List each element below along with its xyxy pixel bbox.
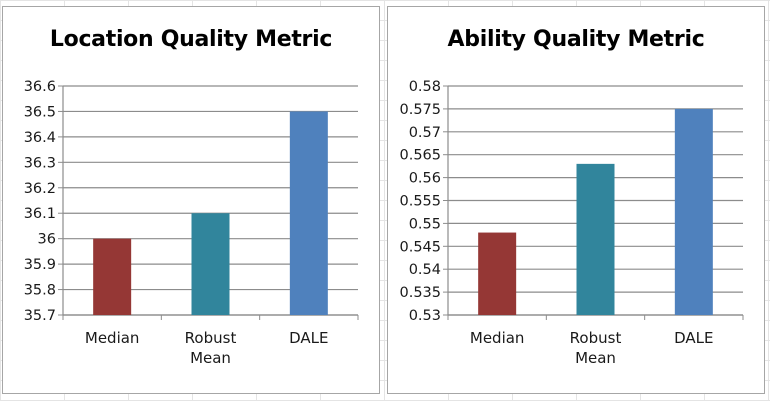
bar-robust-mean xyxy=(576,163,615,315)
x-category-label: DALE xyxy=(289,329,328,347)
chart-title: Location Quality Metric xyxy=(49,27,333,52)
x-category-label: Robust xyxy=(570,329,622,347)
bar-dale xyxy=(289,111,328,315)
y-tick-label: 36 xyxy=(38,232,56,248)
y-tick-label: 0.575 xyxy=(399,102,441,118)
y-tick-label: 35.7 xyxy=(24,308,56,324)
x-category-label: Median xyxy=(470,329,525,347)
bar-median xyxy=(478,232,517,315)
x-category-label: Robust xyxy=(185,329,237,347)
x-category-label: Median xyxy=(85,329,140,347)
y-tick-label: 36.5 xyxy=(24,104,56,120)
x-category-label: Mean xyxy=(575,349,616,367)
ability-plot-area: 0.53 0.535 0.54 0.545 0.55 0.555 0.56 0.565 0.57… xyxy=(399,79,744,367)
location-quality-chart[interactable]: Location Quality Metric 35.7 35.8 35.9 36 36… xyxy=(2,6,380,394)
y-tick-label: 36.3 xyxy=(24,155,56,171)
y-tick-label: 0.56 xyxy=(409,171,441,187)
x-category-label: DALE xyxy=(674,329,713,347)
bar-dale xyxy=(674,108,713,316)
y-tick-label: 0.54 xyxy=(409,262,441,278)
y-tick-label: 36.2 xyxy=(24,181,56,197)
y-tick-label: 0.535 xyxy=(399,285,441,301)
y-tick-label: 36.1 xyxy=(24,206,56,222)
y-tick-label: 36.6 xyxy=(24,79,56,95)
chart-title: Ability Quality Metric xyxy=(447,27,705,52)
y-tick-label: 0.53 xyxy=(409,308,441,324)
y-tick-label: 36.4 xyxy=(24,130,56,146)
y-tick-label: 0.545 xyxy=(399,239,441,255)
bar-median xyxy=(93,238,132,315)
y-tick-label: 0.565 xyxy=(399,148,441,164)
location-plot-area: 35.7 35.8 35.9 36 36.1 36.2 36.3 36.4 36.5 36.6 Me… xyxy=(24,79,359,367)
y-tick-label: 0.555 xyxy=(399,194,441,210)
y-tick-label: 0.57 xyxy=(409,125,441,141)
y-tick-label: 0.58 xyxy=(409,79,441,95)
y-tick-label: 35.8 xyxy=(24,283,56,299)
x-category-label: Mean xyxy=(190,349,231,367)
bar-robust-mean xyxy=(191,213,230,315)
ability-quality-chart[interactable]: Ability Quality Metric 0.53 0.535 0.54 0.54… xyxy=(387,6,765,394)
y-tick-label: 0.55 xyxy=(409,216,441,232)
y-tick-label: 35.9 xyxy=(24,257,56,273)
